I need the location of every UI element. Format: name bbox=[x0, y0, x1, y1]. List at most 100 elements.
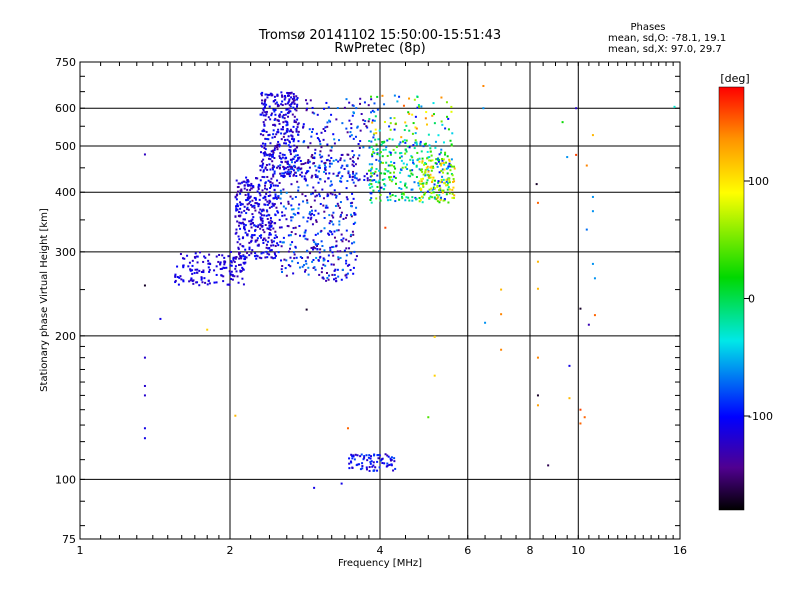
data-point bbox=[297, 130, 300, 133]
data-point bbox=[300, 175, 303, 178]
data-point bbox=[348, 175, 351, 178]
y-tick-label: 200 bbox=[55, 330, 76, 343]
data-point bbox=[394, 151, 397, 154]
data-point bbox=[404, 182, 407, 185]
data-point bbox=[262, 251, 265, 254]
data-point bbox=[370, 192, 373, 195]
data-point bbox=[332, 211, 335, 214]
data-point bbox=[431, 165, 434, 168]
data-point bbox=[335, 174, 338, 177]
data-point bbox=[243, 218, 246, 221]
data-point bbox=[297, 169, 300, 172]
data-point bbox=[383, 183, 386, 186]
data-point bbox=[278, 115, 281, 118]
data-point bbox=[273, 95, 276, 98]
data-point bbox=[352, 137, 355, 140]
data-point bbox=[308, 212, 311, 215]
data-point bbox=[244, 261, 247, 264]
data-point bbox=[283, 94, 286, 97]
data-point bbox=[278, 122, 281, 125]
data-point bbox=[293, 150, 296, 153]
data-point bbox=[242, 223, 245, 226]
data-point bbox=[278, 155, 281, 158]
data-point bbox=[271, 149, 274, 152]
data-point bbox=[204, 256, 207, 259]
data-point bbox=[450, 158, 453, 161]
data-point bbox=[336, 250, 339, 253]
data-point bbox=[243, 205, 246, 208]
data-point bbox=[269, 228, 272, 231]
data-point bbox=[411, 156, 414, 159]
data-point bbox=[304, 231, 307, 234]
data-point bbox=[209, 263, 212, 266]
data-point bbox=[266, 252, 269, 255]
data-point bbox=[254, 229, 257, 232]
data-point bbox=[409, 169, 412, 172]
data-point bbox=[433, 374, 436, 377]
data-point bbox=[393, 128, 396, 131]
data-point bbox=[436, 185, 439, 188]
data-point bbox=[386, 154, 389, 157]
data-point bbox=[288, 104, 291, 107]
data-point bbox=[286, 160, 289, 163]
data-point bbox=[421, 201, 424, 204]
data-point bbox=[286, 166, 289, 169]
data-point bbox=[404, 148, 407, 151]
data-point bbox=[301, 193, 304, 196]
data-point bbox=[240, 255, 243, 258]
data-point bbox=[261, 175, 264, 178]
x-tick-labels: 1 2 4 6 8 10 16 bbox=[77, 544, 688, 557]
data-point bbox=[411, 159, 414, 162]
data-point bbox=[262, 169, 265, 172]
data-point bbox=[404, 184, 407, 187]
data-point bbox=[273, 251, 276, 254]
data-point bbox=[389, 198, 392, 201]
data-point bbox=[378, 154, 381, 157]
data-point bbox=[301, 265, 304, 268]
data-point bbox=[390, 160, 393, 163]
data-point bbox=[447, 178, 450, 181]
data-point bbox=[316, 248, 319, 251]
data-point bbox=[297, 207, 300, 210]
data-point bbox=[378, 129, 381, 132]
data-point bbox=[400, 151, 403, 154]
data-point bbox=[336, 268, 339, 271]
data-point bbox=[363, 101, 366, 104]
data-point bbox=[453, 194, 456, 197]
data-point bbox=[275, 236, 278, 239]
data-point bbox=[207, 262, 210, 265]
data-point bbox=[239, 270, 242, 273]
data-point bbox=[451, 192, 454, 195]
data-point bbox=[339, 201, 342, 204]
data-point bbox=[295, 95, 298, 98]
data-point bbox=[347, 240, 350, 243]
data-point bbox=[272, 173, 275, 176]
data-point bbox=[369, 169, 372, 172]
data-point bbox=[311, 260, 314, 263]
data-point bbox=[370, 201, 373, 204]
data-point bbox=[420, 189, 423, 192]
data-point bbox=[284, 207, 287, 210]
data-point bbox=[273, 148, 276, 151]
data-point bbox=[420, 187, 423, 190]
data-point bbox=[439, 151, 442, 154]
data-point bbox=[203, 255, 206, 258]
data-point bbox=[257, 243, 260, 246]
data-point bbox=[289, 167, 292, 170]
data-point bbox=[291, 260, 294, 263]
data-point bbox=[419, 140, 422, 143]
data-point bbox=[411, 132, 414, 135]
data-point bbox=[253, 204, 256, 207]
data-point bbox=[264, 203, 267, 206]
data-point bbox=[421, 177, 424, 180]
data-point bbox=[355, 255, 358, 258]
data-point bbox=[282, 114, 285, 117]
data-point bbox=[433, 122, 436, 125]
data-point bbox=[269, 153, 272, 156]
data-point bbox=[377, 454, 380, 457]
data-point bbox=[286, 123, 289, 126]
data-point bbox=[234, 256, 237, 259]
data-point bbox=[233, 275, 236, 278]
